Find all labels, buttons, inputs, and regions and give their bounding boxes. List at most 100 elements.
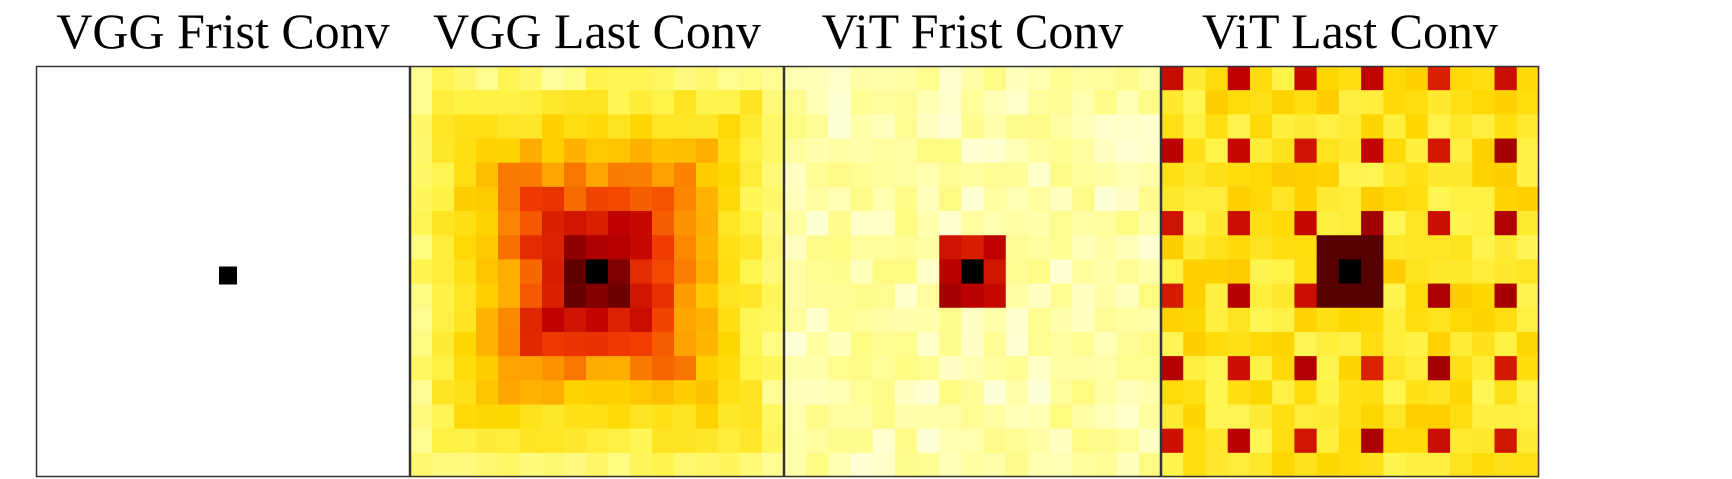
heatmap-cell xyxy=(1294,404,1318,430)
heatmap-cell xyxy=(410,283,433,309)
heatmap-cell xyxy=(520,186,543,212)
heatmap-cell xyxy=(498,211,521,236)
heatmap-cell xyxy=(939,452,963,478)
heatmap-cell xyxy=(674,331,697,357)
heatmap-cell xyxy=(894,307,918,333)
heatmap-cell xyxy=(1094,235,1118,261)
heatmap-cell xyxy=(498,404,521,430)
heatmap-cell xyxy=(410,331,433,357)
heatmap-cell xyxy=(828,66,852,91)
heatmap-cell xyxy=(850,114,874,140)
heatmap-cell xyxy=(1005,428,1029,454)
heatmap-cell xyxy=(961,356,985,381)
heatmap-cell xyxy=(1249,283,1273,309)
heatmap-cell xyxy=(718,211,741,236)
heatmap-cell xyxy=(432,66,455,91)
heatmap-cell xyxy=(1427,211,1451,236)
heatmap-cell xyxy=(564,404,587,430)
heatmap-cell xyxy=(762,90,785,115)
heatmap-cell xyxy=(630,259,653,285)
heatmap-cell xyxy=(520,331,543,357)
heatmap-cell xyxy=(674,452,697,478)
heatmap-cell xyxy=(630,380,653,406)
heatmap-cell xyxy=(1361,428,1384,454)
heatmap-cell xyxy=(1161,259,1184,285)
heatmap-cell xyxy=(564,259,587,285)
heatmap-cell xyxy=(983,356,1007,381)
heatmap-cell xyxy=(1094,114,1118,140)
heatmap-cell xyxy=(1516,283,1540,309)
heatmap-panel-0 xyxy=(35,65,411,478)
heatmap-cell xyxy=(674,138,697,164)
heatmap-cell xyxy=(983,90,1007,115)
heatmap-cell xyxy=(454,162,477,188)
heatmap-cell xyxy=(696,428,719,454)
heatmap-cell xyxy=(542,404,565,430)
heatmap-cell xyxy=(718,428,741,454)
heatmap-cell xyxy=(1494,331,1518,357)
heatmap-cell xyxy=(828,186,852,212)
heatmap-cell xyxy=(894,90,918,115)
heatmap-cell xyxy=(498,90,521,115)
heatmap-cell xyxy=(784,283,807,309)
heatmap-cell xyxy=(1516,138,1540,164)
heatmap-cell xyxy=(1294,452,1318,478)
heatmap-cell xyxy=(718,331,741,357)
heatmap-cell xyxy=(961,138,985,164)
heatmap-cell xyxy=(872,356,896,381)
heatmap-cell xyxy=(564,211,587,236)
heatmap-cell xyxy=(1161,66,1184,91)
heatmap-cell xyxy=(1205,66,1229,91)
heatmap-cell xyxy=(608,211,631,236)
heatmap-cell xyxy=(652,356,675,381)
heatmap-cell xyxy=(1294,162,1318,188)
heatmap-cell xyxy=(1072,404,1096,430)
heatmap-cell xyxy=(696,235,719,261)
heatmap-cell xyxy=(1316,331,1340,357)
heatmap-cell xyxy=(696,211,719,236)
heatmap-cell xyxy=(1072,428,1096,454)
heatmap-cell xyxy=(1405,162,1429,188)
heatmap-cell xyxy=(894,283,918,309)
heatmap-cell xyxy=(828,138,852,164)
heatmap-cell xyxy=(1050,380,1073,406)
heatmap-cell xyxy=(1249,186,1273,212)
heatmap-cell xyxy=(1316,66,1340,91)
heatmap-cell xyxy=(586,90,609,115)
heatmap-cell xyxy=(1050,452,1073,478)
heatmap-cell xyxy=(872,114,896,140)
heatmap-cell xyxy=(850,162,874,188)
heatmap-cell xyxy=(1383,186,1407,212)
heatmap-cell xyxy=(961,90,985,115)
heatmap-cell xyxy=(1472,186,1496,212)
heatmap-panel-2 xyxy=(783,65,1162,478)
heatmap-cell xyxy=(674,404,697,430)
heatmap-cell xyxy=(718,186,741,212)
heatmap-cell xyxy=(696,356,719,381)
heatmap-cell xyxy=(1272,404,1296,430)
heatmap-cell xyxy=(1050,211,1073,236)
heatmap-cell xyxy=(1050,186,1073,212)
heatmap-cell xyxy=(1050,235,1073,261)
heatmap-cell xyxy=(1338,452,1362,478)
heatmap-cell xyxy=(1338,211,1362,236)
heatmap-cell xyxy=(1183,66,1207,91)
heatmap-cell xyxy=(630,235,653,261)
heatmap-cell xyxy=(762,404,785,430)
heatmap-cell xyxy=(939,66,963,91)
heatmap-cell xyxy=(1072,66,1096,91)
heatmap-cell xyxy=(1072,283,1096,309)
heatmap-cell xyxy=(1516,211,1540,236)
heatmap-cell xyxy=(1027,283,1051,309)
heatmap-cell xyxy=(1050,138,1073,164)
heatmap-cell xyxy=(219,266,237,285)
heatmap-cell xyxy=(696,380,719,406)
heatmap-cell xyxy=(674,307,697,333)
heatmap-cell xyxy=(1427,90,1451,115)
heatmap-cell xyxy=(586,404,609,430)
heatmap-cell xyxy=(1116,66,1140,91)
heatmap-cell xyxy=(1227,235,1251,261)
heatmap-cell xyxy=(1494,186,1518,212)
heatmap-cell xyxy=(939,380,963,406)
heatmap-cell xyxy=(630,428,653,454)
